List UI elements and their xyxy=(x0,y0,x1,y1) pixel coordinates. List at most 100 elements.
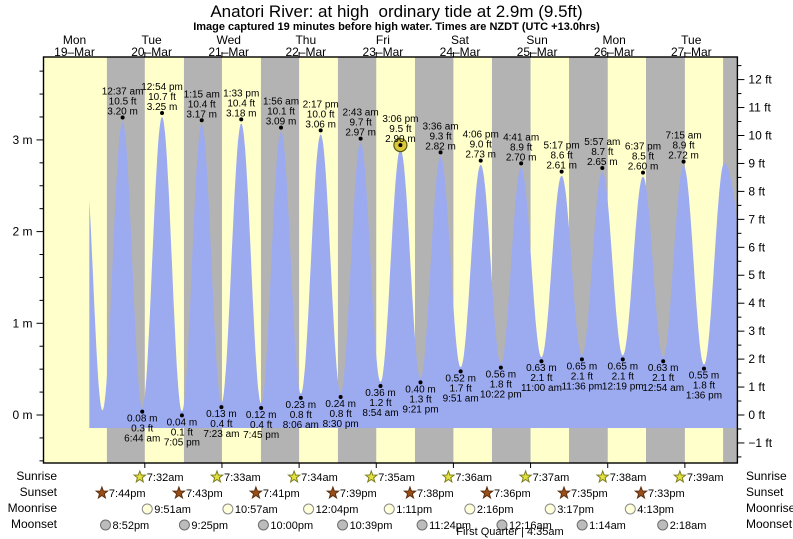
axis-tick-label: 1 m xyxy=(12,316,32,330)
high-tide-label: 2:43 am 9.7 ft 2.97 m xyxy=(343,108,379,139)
tide-extreme-dot xyxy=(338,394,343,399)
tide-extreme-dot xyxy=(681,159,686,164)
day-label: Wed 21–Mar xyxy=(208,33,249,59)
axis-tick-label: 3 m xyxy=(12,133,32,147)
tide-extreme-dot xyxy=(498,365,503,370)
high-tide-label: 6:37 pm 8.5 ft 2.60 m xyxy=(625,142,661,173)
sunrise-time: 7:34am xyxy=(301,472,338,484)
moonset-time: 1:14am xyxy=(589,520,626,532)
sunrise-time: 7:39am xyxy=(687,472,724,484)
axis-tick-label: −1 ft xyxy=(748,436,772,450)
moonset-circle-icon xyxy=(416,519,428,531)
day-label: Tue 20–Mar xyxy=(131,33,172,59)
page-subtitle: Image captured 19 minutes before high wa… xyxy=(193,21,600,33)
tide-extreme-dot xyxy=(279,125,284,130)
moonrise-time: 10:57am xyxy=(235,504,278,516)
day-label: Sun 25–Mar xyxy=(517,33,558,59)
axis-tick-label: 6 ft xyxy=(748,240,765,254)
tide-extreme-dot xyxy=(438,150,443,155)
sunset-star-icon xyxy=(479,485,495,500)
high-tide-label: 3:36 am 9.3 ft 2.82 m xyxy=(422,121,458,152)
low-tide-label: 0.65 m 2.1 ft 12:19 pm xyxy=(602,361,644,392)
day-label: Fri 23–Mar xyxy=(363,33,404,59)
tide-extreme-dot xyxy=(519,161,524,166)
moon-phase-note: First Quarter | 4:35am xyxy=(456,526,564,538)
high-tide-label: 7:15 am 8.9 ft 2.72 m xyxy=(666,131,702,162)
tide-extreme-dot xyxy=(398,143,403,148)
low-tide-label: 0.23 m 0.8 ft 8:06 am xyxy=(283,400,319,431)
tide-extreme-dot xyxy=(478,158,483,163)
sunset-row-label-left: Sunset xyxy=(19,485,57,499)
moonset-circle-icon xyxy=(337,519,349,531)
axis-tick-label: 8 ft xyxy=(748,184,765,198)
high-tide-label: 4:41 am 8.9 ft 2.70 m xyxy=(503,132,539,163)
axis-tick-label: 1 ft xyxy=(748,380,765,394)
high-tide-label: 1:15 am 10.4 ft 3.17 m xyxy=(184,89,220,120)
tide-extreme-dot xyxy=(358,136,363,141)
axis-tick-label: 0 m xyxy=(12,408,32,422)
axis-tick-label: 10 ft xyxy=(748,128,772,142)
sunset-star-icon xyxy=(556,485,572,500)
sunset-time: 7:41pm xyxy=(263,488,300,500)
moonset-time: 12:16am xyxy=(509,520,552,532)
sunrise-star-icon xyxy=(672,469,687,484)
moonrise-circle-icon xyxy=(464,503,476,515)
tide-extreme-dot xyxy=(418,380,423,385)
moonrise-time: 12:04pm xyxy=(316,504,359,516)
tide-extreme-dot xyxy=(701,366,706,371)
sunrise-time: 7:37am xyxy=(533,472,570,484)
day-label: Thu 22–Mar xyxy=(285,33,326,59)
moonset-time: 8:52pm xyxy=(113,520,150,532)
tide-extreme-dot xyxy=(120,115,125,120)
axis-tick-label: 4 ft xyxy=(748,296,765,310)
moonset-circle-icon xyxy=(178,519,190,531)
moonset-circle-icon xyxy=(100,519,112,531)
high-tide-label: 2:17 pm 10.0 ft 3.06 m xyxy=(303,99,339,130)
axis-tick-label: 7 ft xyxy=(748,212,765,226)
high-tide-label: 12:54 pm 10.7 ft 3.25 m xyxy=(141,82,183,113)
sunrise-star-icon xyxy=(287,469,302,484)
tide-extreme-dot xyxy=(199,118,204,123)
tide-extreme-dot xyxy=(378,383,383,388)
low-tide-label: 0.55 m 1.8 ft 1:36 pm xyxy=(686,371,722,402)
sunrise-time: 7:33am xyxy=(224,472,261,484)
tide-extreme-dot xyxy=(239,117,244,122)
high-tide-label: 5:57 am 8.7 ft 2.65 m xyxy=(584,137,620,168)
tide-extreme-dot xyxy=(140,409,145,414)
sunset-time: 7:39pm xyxy=(340,488,377,500)
moonset-circle-icon xyxy=(576,519,588,531)
sunrise-star-icon xyxy=(441,469,456,484)
day-label: Sat 24–Mar xyxy=(440,33,481,59)
low-tide-label: 0.40 m 1.3 ft 9:21 pm xyxy=(402,384,438,415)
sunrise-row-label-right: Sunrise xyxy=(746,469,787,483)
low-tide-label: 0.52 m 1.7 ft 9:51 am xyxy=(443,373,479,404)
axis-tick-label: 12 ft xyxy=(748,73,772,87)
axis-tick-label: 5 ft xyxy=(748,268,765,282)
sunset-star-icon xyxy=(94,485,109,500)
sunset-time: 7:35pm xyxy=(571,488,608,500)
page-title: Anatori River: at high ordinary tide at … xyxy=(210,2,583,21)
moonrise-time: 3:17pm xyxy=(557,504,594,516)
axis-tick-label: 2 ft xyxy=(748,352,765,366)
day-label: Mon 19–Mar xyxy=(54,33,95,59)
axis-tick-label: 3 ft xyxy=(748,324,765,338)
moonrise-circle-icon xyxy=(303,503,315,515)
sunset-time: 7:44pm xyxy=(109,488,146,500)
moonset-circle-icon xyxy=(257,519,269,531)
low-tide-label: 0.13 m 0.4 ft 7:23 am xyxy=(203,409,239,440)
moonset-time: 2:18am xyxy=(670,520,707,532)
sunrise-star-icon xyxy=(518,469,533,484)
day-label: Tue 27–Mar xyxy=(671,33,712,59)
moonrise-time: 2:16pm xyxy=(477,504,514,516)
sunrise-time: 7:36am xyxy=(455,472,492,484)
tide-extreme-dot xyxy=(160,110,165,115)
moonset-circle-icon xyxy=(496,519,508,531)
tide-extreme-dot xyxy=(579,357,584,362)
high-tide-label: 4:06 pm 9.0 ft 2.73 m xyxy=(463,130,499,161)
moonset-row-label-right: Moonset xyxy=(746,517,793,531)
high-tide-label: 1:56 am 10.1 ft 3.09 m xyxy=(263,97,299,128)
moonset-time: 10:39pm xyxy=(350,520,393,532)
sunrise-row-label-left: Sunrise xyxy=(16,469,57,483)
